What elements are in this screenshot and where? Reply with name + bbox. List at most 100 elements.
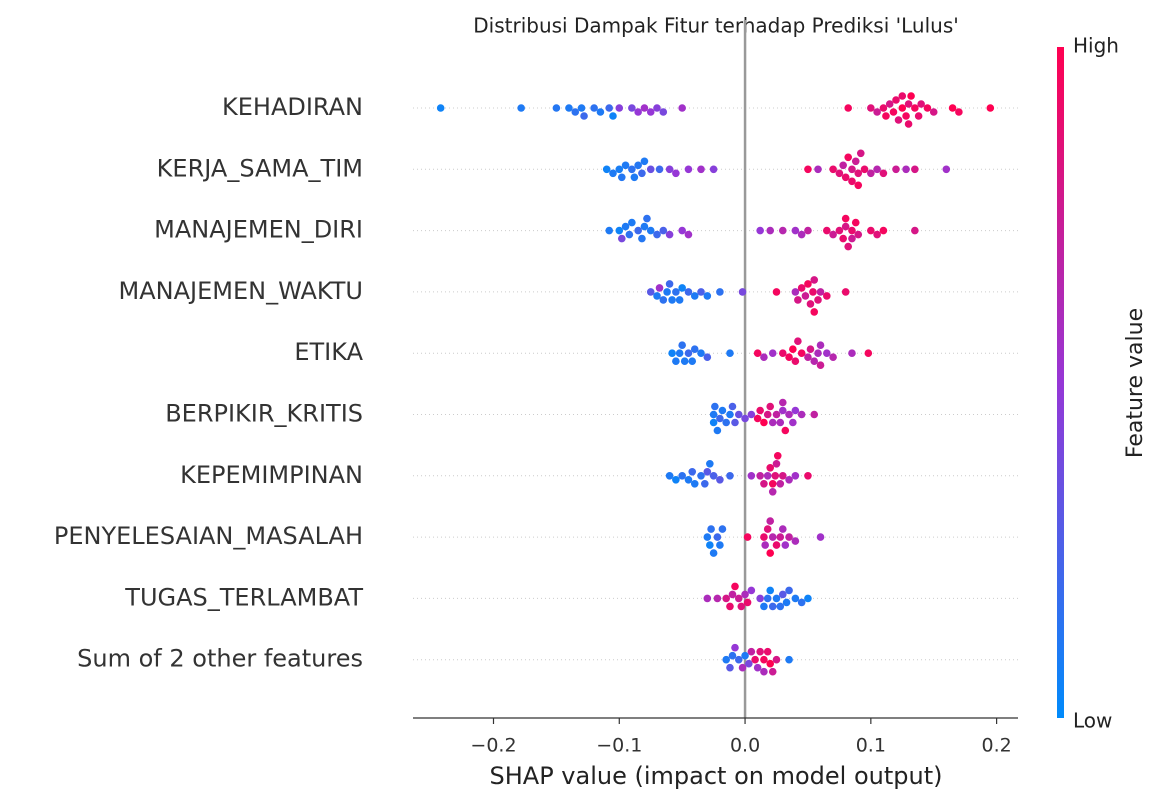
dot: [763, 594, 772, 603]
dot: [753, 349, 762, 358]
x-tick-label: 0.1: [856, 735, 886, 757]
dot: [794, 337, 802, 346]
y-tick-label: TUGAS_TERLAMBAT: [124, 583, 363, 611]
dot: [646, 165, 655, 174]
dot: [756, 406, 764, 415]
dot: [810, 357, 819, 366]
dot: [785, 410, 793, 419]
dot: [892, 165, 900, 174]
dot: [776, 480, 785, 488]
dot: [722, 418, 730, 427]
dot: [816, 341, 825, 350]
dot: [602, 165, 611, 174]
dot: [577, 104, 586, 112]
dot: [806, 345, 815, 354]
dot: [867, 104, 875, 112]
dot: [797, 284, 806, 292]
dot: [848, 234, 856, 243]
dot: [703, 468, 712, 476]
dot: [709, 549, 718, 557]
dot: [848, 165, 856, 174]
dot: [680, 357, 689, 366]
dot: [848, 349, 856, 358]
dot: [747, 410, 756, 419]
dot: [690, 480, 699, 488]
dot: [665, 230, 674, 239]
dot: [778, 525, 787, 533]
dot: [760, 533, 768, 541]
dot: [684, 349, 693, 358]
dot: [745, 659, 753, 668]
dot: [781, 426, 790, 435]
dot: [772, 541, 781, 549]
dot: [851, 157, 860, 166]
dot: [743, 598, 752, 607]
dot: [955, 108, 963, 116]
dot: [571, 108, 580, 116]
dot: [726, 410, 734, 419]
dot: [768, 349, 777, 358]
dot: [615, 226, 624, 235]
dot: [709, 410, 718, 419]
dot: [684, 230, 693, 239]
dot: [653, 104, 661, 112]
dot: [797, 230, 806, 239]
dot: [753, 414, 762, 423]
dot: [609, 112, 617, 120]
dot: [760, 602, 768, 611]
dot: [726, 663, 734, 672]
dot: [867, 226, 875, 235]
dot: [517, 104, 525, 112]
dot: [655, 284, 664, 292]
dot: [898, 92, 907, 100]
colorbar: [1057, 47, 1064, 718]
dot: [841, 288, 850, 296]
dot: [760, 480, 768, 488]
dot: [797, 598, 806, 607]
dot: [785, 353, 793, 362]
dot: [791, 594, 800, 603]
dot: [809, 288, 817, 296]
dot: [756, 647, 764, 656]
dot: [713, 426, 722, 435]
dot: [885, 100, 894, 108]
dot: [789, 345, 797, 354]
dot: [640, 157, 649, 166]
dot: [756, 594, 764, 603]
dot: [914, 112, 923, 120]
dot: [747, 586, 756, 595]
dot: [835, 169, 844, 178]
dot: [841, 173, 850, 182]
dot: [785, 655, 793, 664]
dot: [665, 165, 674, 174]
dot: [766, 549, 775, 557]
dot: [814, 349, 822, 358]
dot: [726, 602, 734, 611]
dot: [728, 402, 737, 411]
y-tick-label: PENYELESAIAN_MASALAH: [54, 522, 363, 550]
x-axis-label: SHAP value (impact on model output): [490, 762, 943, 790]
dot: [768, 533, 777, 541]
dot: [615, 104, 624, 112]
dot: [766, 226, 775, 235]
colorbar-high-label: High: [1073, 34, 1119, 58]
dot: [911, 104, 919, 112]
dot: [675, 349, 684, 358]
dot: [731, 643, 739, 652]
dot: [711, 402, 719, 411]
dot: [638, 169, 646, 178]
dot: [761, 541, 769, 549]
dot: [703, 292, 712, 300]
dot: [690, 292, 699, 300]
dot: [731, 582, 739, 591]
dot: [678, 472, 686, 480]
dot: [747, 647, 756, 656]
dot: [668, 349, 676, 358]
dot: [841, 222, 850, 231]
dot: [778, 226, 787, 235]
dot: [709, 472, 718, 480]
dot: [756, 226, 764, 235]
dot: [665, 280, 674, 288]
dot: [907, 92, 915, 100]
dot: [810, 276, 819, 284]
